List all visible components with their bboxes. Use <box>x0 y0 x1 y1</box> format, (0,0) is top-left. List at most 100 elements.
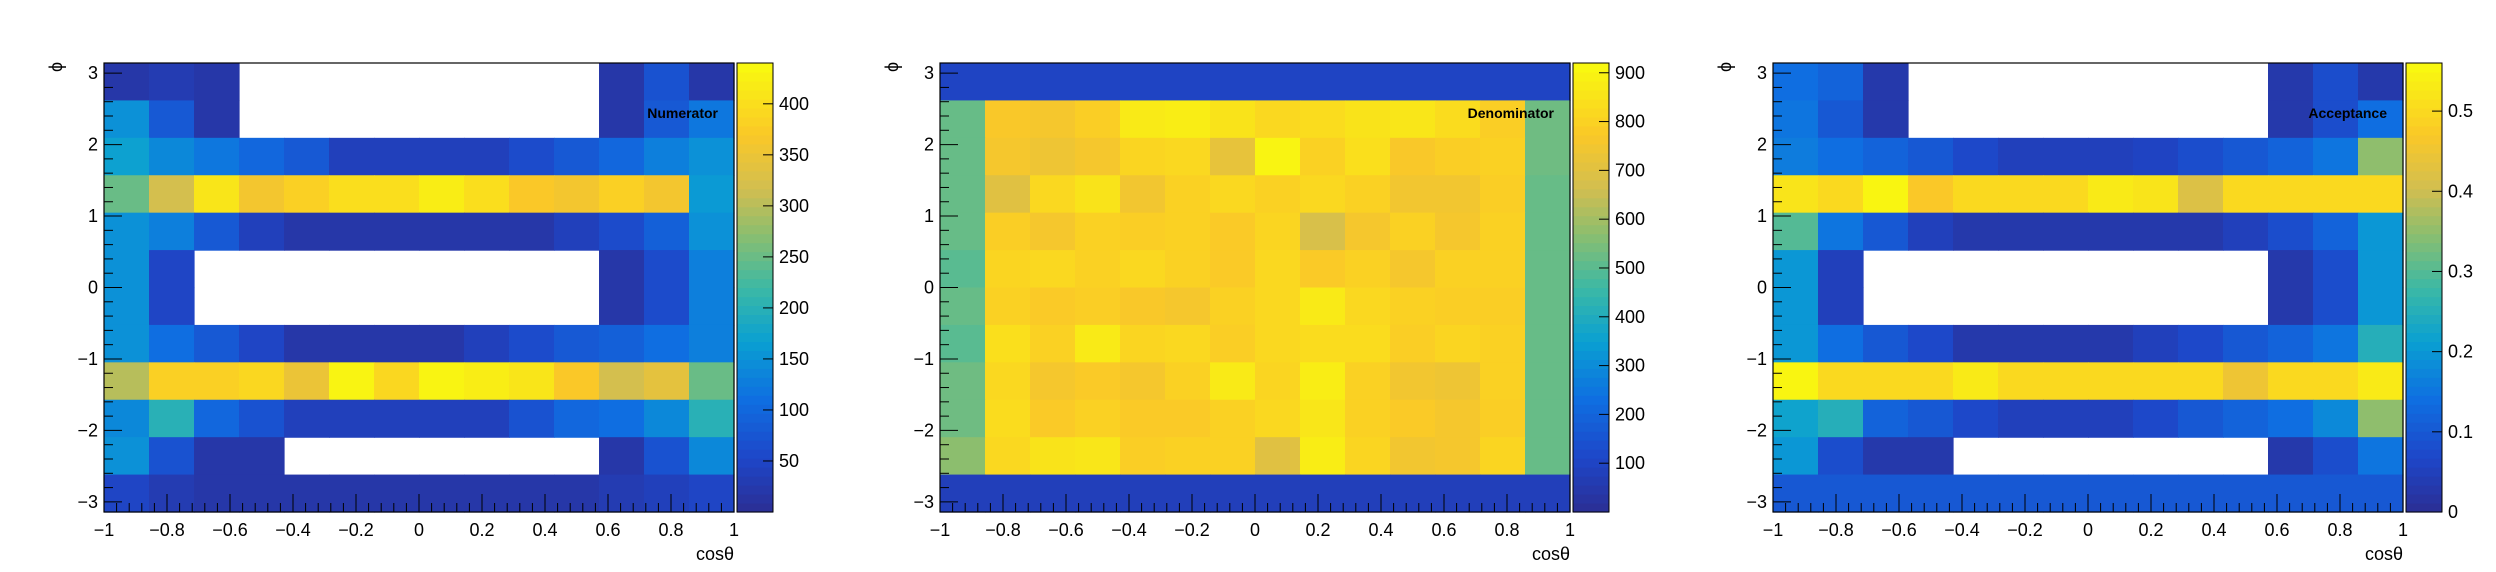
heatmap-cell <box>1435 399 1481 438</box>
heatmap-cell <box>1908 137 1954 176</box>
heatmap-cell <box>1953 212 1999 251</box>
colorbar-segment <box>737 350 773 360</box>
heatmap-cell <box>2268 287 2314 326</box>
heatmap-cell <box>1255 287 1301 326</box>
heatmap-cell <box>1030 137 1076 176</box>
heatmap-cell <box>1345 362 1391 401</box>
colorbar-segment <box>737 197 773 208</box>
heatmap-cell <box>1525 212 1571 251</box>
heatmap-cell <box>1480 100 1526 139</box>
colorbar-segment <box>2406 413 2442 423</box>
colorbar-segment <box>1573 179 1609 190</box>
colorbar-tick-label: 200 <box>779 298 809 318</box>
heatmap-cell <box>599 212 645 251</box>
colorbar-segment <box>737 233 773 244</box>
colorbar-tick-label: 900 <box>1615 63 1645 83</box>
heatmap-cell <box>1998 137 2044 176</box>
heatmap-cell <box>1773 474 1819 513</box>
colorbar-segment <box>2406 449 2442 459</box>
heatmap-cell <box>940 399 986 438</box>
colorbar-tick-label: 350 <box>779 145 809 165</box>
colorbar-segment <box>1573 476 1609 486</box>
colorbar-segment <box>737 179 773 190</box>
heatmap-cell <box>689 324 735 363</box>
heatmap-cells <box>940 63 1571 513</box>
heatmap-cell <box>1908 175 1954 214</box>
histogram-title: Denominator <box>1468 105 1555 121</box>
x-tick-label: −0.6 <box>1881 520 1917 540</box>
heatmap-cell <box>554 175 600 214</box>
x-tick-label: 1 <box>729 520 739 540</box>
heatmap-cell <box>1998 399 2044 438</box>
heatmap-cell <box>1120 437 1166 476</box>
heatmap-cell <box>1773 324 1819 363</box>
heatmap-cell <box>1390 362 1436 401</box>
heatmap-cell <box>2313 137 2359 176</box>
x-axis-title: cosθ <box>1532 544 1570 564</box>
colorbar-segment <box>737 278 773 289</box>
heatmap-cell <box>329 137 375 176</box>
heatmap-cell <box>1300 474 1346 513</box>
heatmap-cell <box>2043 324 2089 363</box>
heatmap-cell <box>1075 212 1121 251</box>
heatmap-cell <box>149 212 195 251</box>
colorbar-segment <box>737 305 773 316</box>
heatmap-cell <box>2358 287 2404 326</box>
heatmap-cell <box>599 399 645 438</box>
colorbar-segment <box>737 98 773 109</box>
colorbar-segment <box>737 63 773 73</box>
heatmap-cell <box>2223 175 2269 214</box>
heatmap-cell <box>2358 175 2404 214</box>
heatmap-cell <box>2358 399 2404 438</box>
heatmap-cell <box>1255 63 1301 102</box>
heatmap-cell <box>1120 250 1166 289</box>
heatmap-cell <box>1210 100 1256 139</box>
colorbar-segment <box>2406 89 2442 100</box>
heatmap-cell <box>1863 137 1909 176</box>
heatmap-cell <box>1210 63 1256 102</box>
x-tick-label: 0.6 <box>595 520 620 540</box>
heatmap-cell <box>1998 212 2044 251</box>
heatmap-cell <box>464 212 510 251</box>
colorbar-segment <box>737 323 773 333</box>
colorbar-segment <box>2406 179 2442 190</box>
heatmap-cell <box>194 63 240 102</box>
x-tick-label: 0.8 <box>2327 520 2352 540</box>
colorbar-segment <box>2406 377 2442 387</box>
heatmap-cell <box>644 362 690 401</box>
heatmap-cell <box>1390 100 1436 139</box>
heatmap-cell <box>2313 175 2359 214</box>
heatmap-cell <box>1075 399 1121 438</box>
colorbar-tick-label: 300 <box>1615 356 1645 376</box>
y-tick-label: 0 <box>924 278 934 298</box>
x-tick-label: −1 <box>930 520 951 540</box>
heatmap-cell <box>554 474 600 513</box>
colorbar-tick-label: 0 <box>2448 502 2458 522</box>
heatmap-cell <box>689 175 735 214</box>
heatmap-cell <box>940 437 986 476</box>
heatmap-cell <box>1525 63 1571 102</box>
heatmap-cell <box>2313 63 2359 102</box>
colorbar-tick-label: 300 <box>779 196 809 216</box>
colorbar-segment <box>1573 377 1609 387</box>
heatmap-cell <box>1908 324 1954 363</box>
heatmap-cell <box>284 324 330 363</box>
colorbar-segment <box>1573 242 1609 253</box>
heatmap-cell <box>149 63 195 102</box>
heatmap-cell <box>419 324 465 363</box>
x-axis: −1 −0.8 −0.6 −0.4 −0.2 0 0.2 0.4 0.6 0.8 1 cosθ <box>1763 494 2408 564</box>
heatmap-cell <box>1953 324 1999 363</box>
heatmap-cell <box>1030 212 1076 251</box>
heatmap-cell <box>104 362 150 401</box>
heatmap-cell <box>1345 324 1391 363</box>
x-axis: −1 −0.8 −0.6 −0.4 −0.2 0 0.2 0.4 0.6 0.8 1 cosθ <box>930 494 1575 564</box>
colorbar-segment <box>2406 368 2442 378</box>
heatmap-cell <box>689 399 735 438</box>
heatmap-cell <box>1165 324 1211 363</box>
heatmap-cell <box>1075 437 1121 476</box>
heatmap-cell <box>1908 399 1954 438</box>
heatmap-cell <box>1345 399 1391 438</box>
heatmap-cell <box>644 63 690 102</box>
heatmap-cell <box>149 137 195 176</box>
